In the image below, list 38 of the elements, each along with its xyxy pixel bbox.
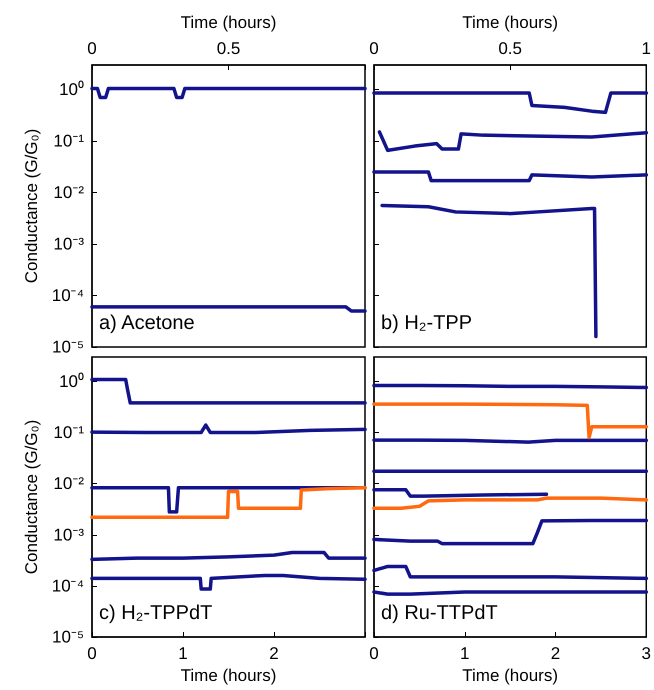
y-axis-title: Conductance (G/G₀) xyxy=(22,420,41,574)
x-tick-label: 0 xyxy=(87,39,97,58)
x-tick-label: 1 xyxy=(642,39,652,58)
y-tick-label: 10⁻⁴ xyxy=(52,576,84,596)
y-tick-label: 10⁻¹ xyxy=(53,423,84,442)
line-series xyxy=(90,486,367,519)
line-series xyxy=(90,550,367,562)
annotation: b) H₂-TPP xyxy=(381,312,472,334)
y-tick-label: 10⁻² xyxy=(53,183,84,202)
y-tick-label: 10⁰ xyxy=(59,80,84,100)
y-tick-label: 10⁻² xyxy=(53,474,84,494)
x-tick-label: 1 xyxy=(460,644,470,663)
y-tick-label: 10⁻⁵ xyxy=(52,628,84,646)
x-tick-label: 0 xyxy=(87,644,97,663)
x-tick-label: 2 xyxy=(269,644,279,663)
annotation: c) H₂-TPPdT xyxy=(99,602,212,624)
line-series xyxy=(90,574,367,591)
y-tick-label: 10⁻⁵ xyxy=(52,338,84,356)
annotation: d) Ru-TTPdT xyxy=(381,602,498,624)
x-tick-label: 0 xyxy=(369,39,379,58)
x-axis-title: Time (hours) xyxy=(180,666,276,685)
x-tick-label: 2 xyxy=(550,644,560,663)
y-tick-label: 10⁰ xyxy=(59,372,84,391)
line-series xyxy=(90,423,367,434)
x-axis-title: Time (hours) xyxy=(462,666,558,685)
x-tick-label: 3 xyxy=(642,644,652,663)
x-tick-label: 1 xyxy=(178,644,188,663)
x-tick-label: 0.5 xyxy=(216,39,240,58)
y-tick-label: 10⁻³ xyxy=(53,525,84,544)
x-axis-title: Time (hours) xyxy=(462,13,558,32)
x-tick-label: 0 xyxy=(369,644,379,663)
x-tick-label: 0.5 xyxy=(498,39,522,58)
y-tick-label: 10⁻³ xyxy=(53,234,84,254)
y-tick-label: 10⁻⁴ xyxy=(52,286,84,306)
annotation: a) Acetone xyxy=(99,312,195,334)
y-tick-label: 10⁻¹ xyxy=(53,132,84,151)
x-axis-title: Time (hours) xyxy=(180,13,276,32)
y-axis-title: Conductance (G/G₀) xyxy=(22,128,41,284)
